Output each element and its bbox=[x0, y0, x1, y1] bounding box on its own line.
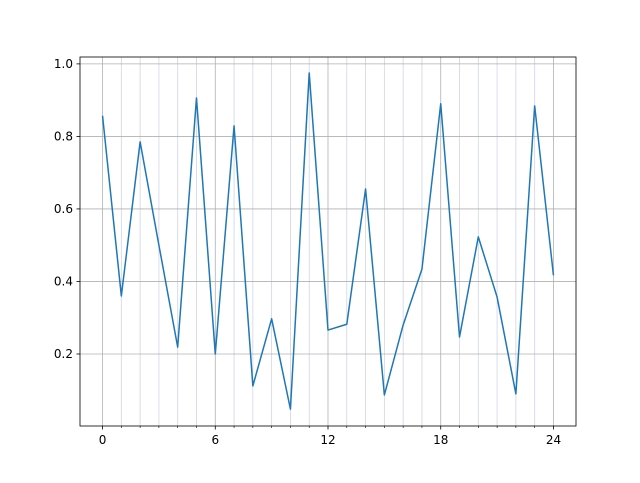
x-tick-label: 12 bbox=[320, 433, 335, 447]
line bbox=[101, 72, 555, 410]
x-tick-label: 18 bbox=[433, 433, 448, 447]
y-tick-label: 0.4 bbox=[54, 274, 73, 288]
x-tick-label: 24 bbox=[546, 433, 561, 447]
y-tick-label: 0.6 bbox=[54, 202, 73, 216]
plot-frame bbox=[79, 56, 577, 427]
x-tick-label: 0 bbox=[99, 433, 107, 447]
y-tick-label: 0.2 bbox=[54, 347, 73, 361]
y-tick-label: 0.8 bbox=[54, 129, 73, 143]
x-tick-label: 6 bbox=[211, 433, 219, 447]
y-tick-label: 1.0 bbox=[54, 57, 73, 71]
